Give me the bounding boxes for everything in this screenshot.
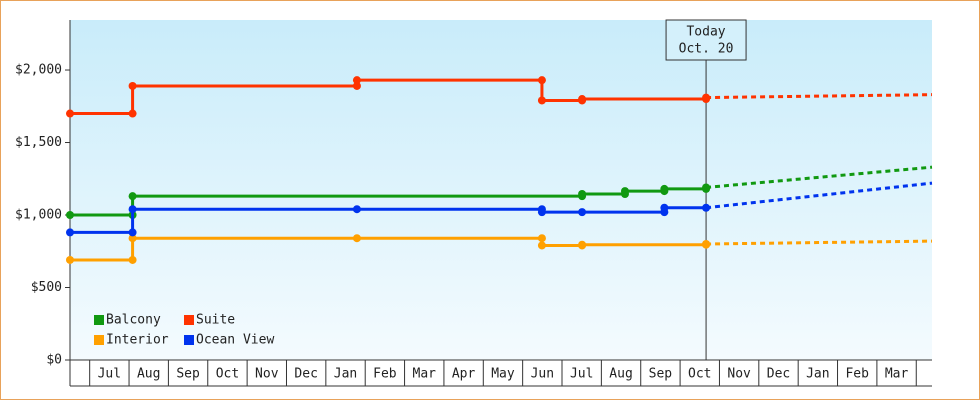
today-box: [665, 19, 747, 61]
price-point: [352, 205, 361, 214]
x-tick-label: Jun: [531, 367, 554, 382]
x-tick-label: Sep: [649, 367, 673, 382]
price-point: [702, 183, 711, 192]
legend-label: Balcony: [106, 313, 161, 328]
price-point: [66, 211, 74, 220]
price-point: [352, 234, 361, 243]
price-point: [537, 96, 546, 105]
y-tick-label: $1,000: [15, 208, 62, 223]
price-point: [352, 76, 361, 85]
x-tick-label: Mar: [413, 367, 437, 382]
price-point: [66, 109, 74, 118]
price-point: [537, 208, 546, 217]
price-point: [660, 203, 669, 212]
x-tick-label: Jan: [806, 367, 829, 382]
step-corner: [537, 234, 546, 243]
price-point: [128, 81, 137, 90]
price-point: [702, 240, 711, 249]
x-tick-label: Mar: [885, 367, 909, 382]
price-point: [578, 189, 587, 198]
y-tick-label: $2,000: [15, 63, 62, 78]
price-point: [578, 95, 587, 104]
x-tick-label: May: [491, 367, 515, 382]
x-tick-label: Aug: [137, 367, 160, 382]
step-corner: [352, 81, 361, 90]
x-tick-label: Jan: [334, 367, 357, 382]
x-tick-label: Jul: [98, 367, 121, 382]
forecast-line: [706, 93, 933, 100]
x-tick-label: Nov: [255, 367, 279, 382]
legend-label: Suite: [196, 313, 235, 328]
price-point: [128, 205, 137, 214]
plot-area: [70, 20, 932, 360]
price-point: [578, 240, 587, 249]
forecast-line: [705, 181, 933, 210]
price-point: [66, 228, 74, 237]
price-point: [660, 184, 669, 193]
x-tick-label: Dec: [767, 367, 790, 382]
today-label: Today: [686, 25, 725, 40]
x-tick-label: Nov: [727, 367, 751, 382]
legend-swatch: [94, 315, 104, 325]
legend-swatch: [94, 335, 104, 345]
step-corner: [128, 228, 137, 237]
y-tick-label: $0: [46, 353, 62, 368]
price-point: [578, 208, 587, 217]
legend-swatch: [184, 315, 194, 325]
legend-swatch: [184, 335, 194, 345]
y-tick-label: $1,500: [15, 135, 62, 150]
forecast-line: [706, 239, 933, 246]
price-point: [702, 203, 711, 212]
step-corner: [537, 76, 546, 85]
x-tick-label: Oct: [216, 367, 239, 382]
x-tick-label: Feb: [845, 367, 869, 382]
price-point: [537, 241, 546, 250]
x-tick-label: Oct: [688, 367, 711, 382]
x-tick-label: Aug: [609, 367, 632, 382]
legend-label: Interior: [106, 333, 169, 348]
step-corner: [128, 109, 137, 118]
forecast-line: [705, 165, 933, 189]
x-tick-label: Dec: [294, 367, 317, 382]
price-point: [620, 187, 629, 196]
today-date: Oct. 20: [679, 42, 734, 57]
x-tick-label: Sep: [176, 367, 200, 382]
y-tick-label: $500: [31, 280, 62, 295]
price-point: [702, 93, 711, 102]
legend-label: Ocean View: [196, 333, 274, 348]
x-tick-label: Apr: [452, 367, 476, 382]
x-tick-label: Feb: [373, 367, 397, 382]
price-point: [128, 234, 137, 243]
price-point: [128, 192, 137, 201]
step-corner: [128, 255, 137, 264]
x-tick-label: Jul: [570, 367, 593, 382]
price-point: [66, 255, 74, 264]
